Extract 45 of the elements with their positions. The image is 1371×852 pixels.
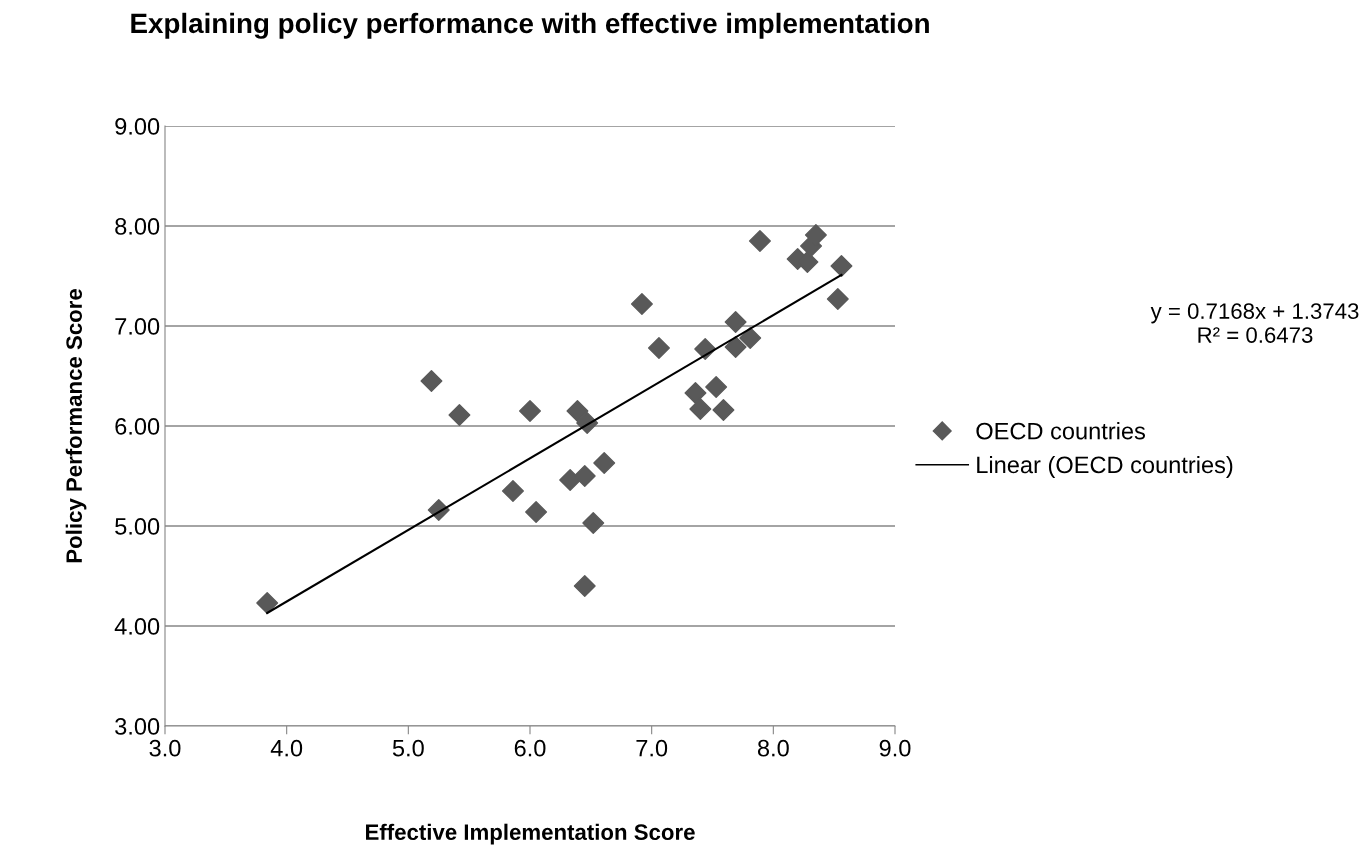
point [582,512,605,534]
point [256,592,279,614]
point [705,376,728,398]
y-tick-label: 7.00 [115,318,160,335]
y-tick-label: 4.00 [114,618,160,635]
point [647,337,670,359]
y-tick-label: 5.00 [115,518,160,535]
y-axis-title: Policy Performance Score [65,289,87,563]
point [519,400,541,422]
x-tick-label: 9.0 [879,739,911,757]
y-tick-label: 8.00 [115,218,160,235]
y-tick-label: 3.00 [115,718,160,735]
point [420,370,443,392]
point [804,224,827,246]
x-tick-label: 4.0 [270,739,303,757]
legend-label: Linear (OECD countries) [977,455,1233,478]
point [573,575,596,597]
point [566,400,589,422]
point [826,288,849,310]
point [448,404,471,426]
legend-label: OECD countries [976,422,1146,440]
point [559,469,582,491]
point [684,382,707,404]
point [630,293,653,315]
point [724,311,747,333]
point [724,336,747,358]
x-tick-label: 8.0 [757,739,789,757]
point [739,327,762,349]
x-tick-label: 5.0 [392,739,424,757]
x-tick-label: 3.0 [149,739,181,757]
y-tick-label: 9.00 [115,118,160,135]
chart-title: Explaining policy performance with effective implementation [131,12,929,39]
x-axis-title: Effective Implementation Score [366,823,695,845]
point [712,399,735,421]
point [748,230,771,252]
x-tick-label: 6.0 [514,739,546,757]
point [501,480,524,502]
point [573,465,596,487]
y-tick-label: 6.00 [115,418,160,435]
point [830,255,853,277]
text: y = 0.7168x + 1.3743 R² = 0.6473 [1150,303,1359,343]
point [525,501,548,523]
point [593,452,616,474]
x-tick-label: 7.0 [636,739,668,757]
point [689,398,712,420]
